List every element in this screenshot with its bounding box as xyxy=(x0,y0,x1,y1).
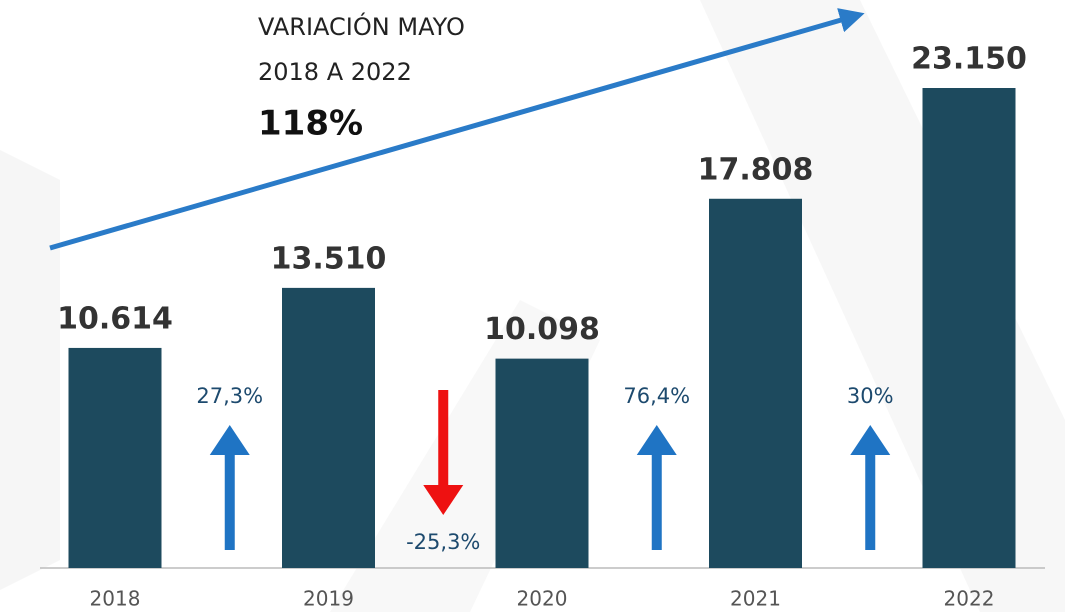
x-tick-label: 2019 xyxy=(303,587,354,611)
trend-arrow xyxy=(49,8,865,251)
total-change: 118% xyxy=(258,104,363,144)
value-label: 10.098 xyxy=(484,312,600,347)
bar xyxy=(709,198,802,568)
change-arrow xyxy=(850,425,891,550)
change-arrow xyxy=(423,390,464,515)
bar xyxy=(495,358,589,568)
change-arrow xyxy=(209,425,250,550)
x-tick-label: 2021 xyxy=(730,587,781,611)
change-arrow xyxy=(636,425,677,550)
change-label: -25,3% xyxy=(406,530,480,554)
bar xyxy=(282,287,375,568)
change-label: 30% xyxy=(847,384,894,408)
x-tick-label: 2018 xyxy=(90,587,141,611)
value-label: 17.808 xyxy=(698,152,814,187)
value-label: 10.614 xyxy=(57,301,173,336)
bar xyxy=(922,88,1016,568)
change-label: 27,3% xyxy=(196,384,263,408)
value-label: 13.510 xyxy=(271,241,387,276)
value-label: 23.150 xyxy=(911,42,1027,77)
x-tick-label: 2022 xyxy=(944,587,995,611)
change-label: 76,4% xyxy=(623,384,690,408)
annotation-line: 2018 A 2022 xyxy=(258,58,412,86)
x-tick-label: 2020 xyxy=(517,587,568,611)
bar xyxy=(68,347,162,568)
annotation-line: VARIACIÓN MAYO xyxy=(258,11,465,41)
background-shape xyxy=(0,150,60,590)
